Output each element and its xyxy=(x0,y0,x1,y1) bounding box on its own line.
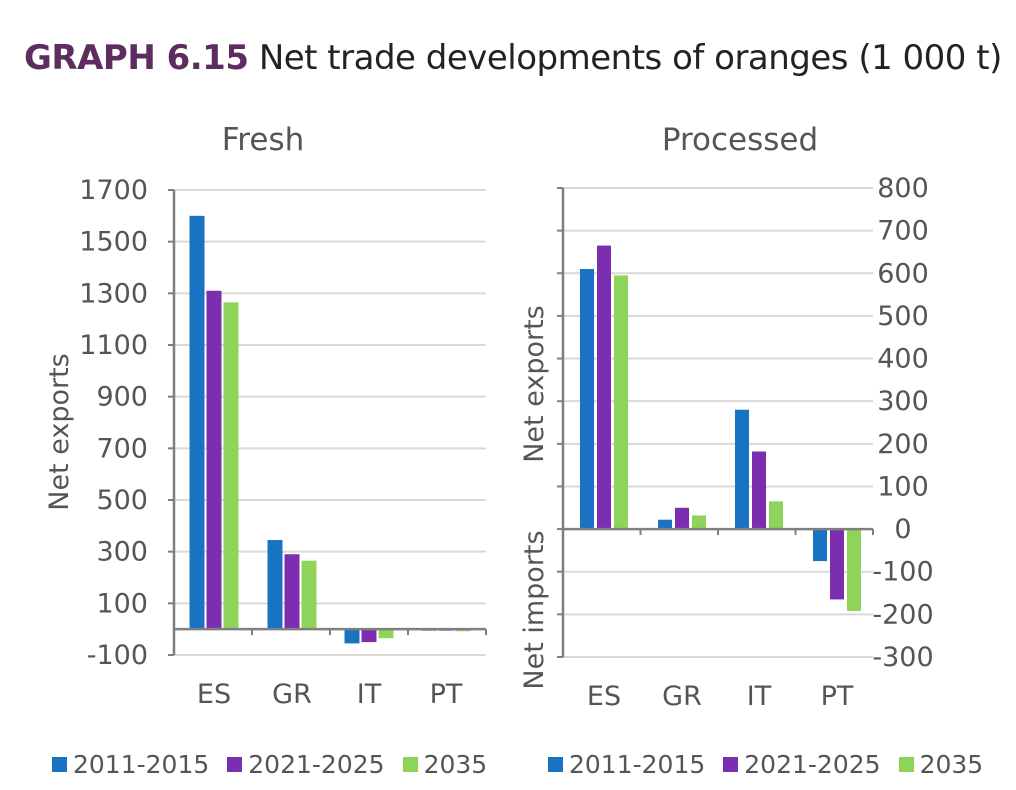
x-category-label: IT xyxy=(747,681,772,712)
bar-pt-2011-2015 xyxy=(813,529,827,562)
y-tick-label: 500 xyxy=(877,301,929,332)
legend-label: 2035 xyxy=(919,750,984,779)
legend-swatch-1 xyxy=(548,757,563,772)
legend-swatch-2 xyxy=(723,757,739,772)
legend-item: 2011-2015 xyxy=(548,750,705,779)
bar-gr-2035 xyxy=(301,560,317,630)
legend-label: 2011-2015 xyxy=(569,750,706,779)
bar-gr-2011-2015 xyxy=(267,540,283,630)
legend-item: 2021-2025 xyxy=(723,750,881,779)
legend-item: 2035 xyxy=(898,750,984,779)
graph-number: GRAPH 6.15 xyxy=(24,38,249,78)
y-tick-label: 700 xyxy=(96,433,148,464)
bar-gr-2021-2025 xyxy=(284,554,300,630)
bar-pt-2035 xyxy=(847,529,861,611)
x-category-label: ES xyxy=(587,681,621,712)
legend-label: 2011-2015 xyxy=(73,750,210,779)
page-title: GRAPH 6.15 Net trade developments of ora… xyxy=(24,38,1002,78)
legend-swatch-3 xyxy=(898,757,914,772)
bar-it-2035 xyxy=(378,629,394,639)
bar-it-2011-2015 xyxy=(735,409,749,530)
y-tick-label: 600 xyxy=(877,258,929,289)
y-tick-label: 300 xyxy=(877,386,929,417)
legend-item: 2035 xyxy=(402,750,488,779)
bar-it-2021-2025 xyxy=(752,451,766,530)
y-tick-label: 1300 xyxy=(79,278,148,309)
y-tick-label: -100 xyxy=(87,640,148,671)
legend-swatch-1 xyxy=(52,757,67,772)
bar-it-2021-2025 xyxy=(361,629,377,643)
bar-es-2011-2015 xyxy=(189,215,205,630)
y-tick-label: 200 xyxy=(877,429,929,460)
x-category-label: PT xyxy=(821,681,854,712)
bar-it-2011-2015 xyxy=(344,629,360,644)
y-tick-label: 700 xyxy=(877,216,929,247)
y-tick-label: 800 xyxy=(877,173,929,204)
bar-pt-2021-2025 xyxy=(830,529,844,600)
y-tick-label: 1100 xyxy=(79,330,148,361)
legend-label: 2035 xyxy=(423,750,488,779)
bar-es-2011-2015 xyxy=(580,269,594,530)
x-category-label: IT xyxy=(357,679,382,710)
panel-title: Processed xyxy=(662,122,818,158)
y-tick-label: 100 xyxy=(96,588,148,619)
x-category-label: GR xyxy=(662,681,702,712)
y-axis-title: Net exports xyxy=(44,353,75,511)
y-tick-label: 400 xyxy=(877,344,929,375)
graph-title: Net trade developments of oranges (1 000… xyxy=(258,38,1003,78)
y-tick-label: 500 xyxy=(96,485,148,516)
y-tick-label: -300 xyxy=(872,642,933,673)
bar-gr-2011-2015 xyxy=(658,519,672,530)
y-axis-title: Net imports xyxy=(519,530,550,689)
bar-es-2021-2025 xyxy=(597,245,611,530)
y-tick-label: 0 xyxy=(894,514,911,545)
bar-gr-2035 xyxy=(692,515,706,530)
y-tick-label: -200 xyxy=(872,599,933,630)
x-category-label: GR xyxy=(272,679,312,710)
legend-item: 2021-2025 xyxy=(227,750,385,779)
y-axis-title: Net exports xyxy=(519,305,550,463)
bar-es-2035 xyxy=(223,302,239,630)
y-tick-label: 1700 xyxy=(79,175,148,206)
panel-title: Fresh xyxy=(222,122,305,158)
y-tick-label: 100 xyxy=(877,471,929,502)
bar-es-2035 xyxy=(614,275,628,530)
bar-gr-2021-2025 xyxy=(675,507,689,530)
legend-item: 2011-2015 xyxy=(52,750,209,779)
processed-legend: 2011-2015 2021-2025 2035 xyxy=(548,750,983,779)
y-tick-label: 300 xyxy=(96,537,148,568)
legend-swatch-3 xyxy=(402,757,418,772)
bar-es-2021-2025 xyxy=(206,290,222,630)
legend-label: 2021-2025 xyxy=(744,750,881,779)
legend-swatch-2 xyxy=(227,757,243,772)
x-category-label: ES xyxy=(197,679,231,710)
y-tick-label: 900 xyxy=(96,382,148,413)
x-category-label: PT xyxy=(430,679,463,710)
y-tick-label: 1500 xyxy=(79,227,148,258)
y-tick-label: -100 xyxy=(872,557,933,588)
bar-it-2035 xyxy=(769,501,783,530)
fresh-legend: 2011-2015 2021-2025 2035 xyxy=(52,750,487,779)
legend-label: 2021-2025 xyxy=(248,750,385,779)
